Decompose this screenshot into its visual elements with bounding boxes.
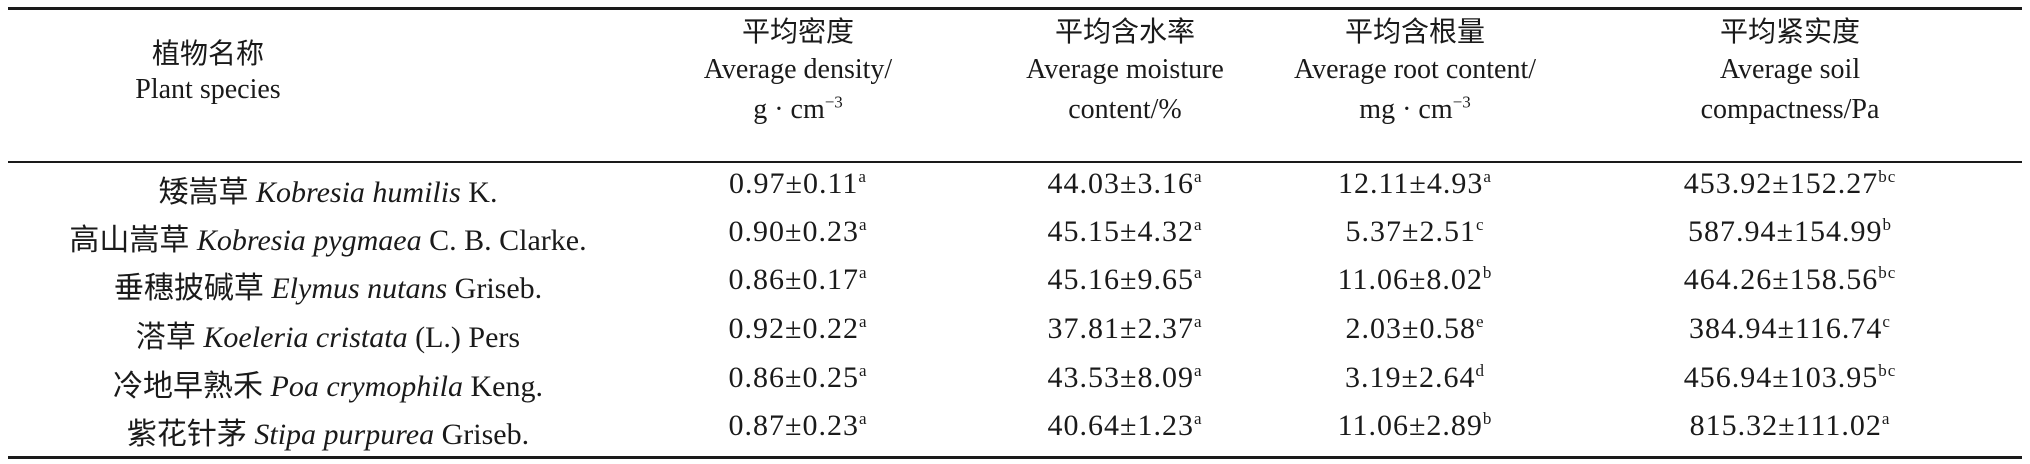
header-moisture-unit: content/% [1068, 94, 1182, 125]
species-latin: Kobresia humilis [256, 176, 461, 209]
header-compactness: 平均紧实度 Average soil compactness/Pa [1630, 10, 1950, 160]
density-cell: 0.90±0.23a [728, 215, 868, 248]
header-density-zh: 平均密度 [741, 17, 854, 48]
species-zh: 紫花针茅 [126, 418, 247, 451]
root-content-cell: 3.19±2.64d [1345, 361, 1485, 394]
species-author: Griseb. [454, 272, 543, 305]
species-zh: 矮嵩草 [158, 176, 249, 209]
header-density-unit: g · cm−3 [753, 92, 843, 125]
species-zh: 垂穗披碱草 [113, 272, 264, 305]
density-cell: 0.97±0.11a [729, 167, 867, 200]
moisture-cell: 43.53±8.09a [1047, 361, 1203, 394]
header-root-zh: 平均含根量 [1344, 17, 1485, 48]
table-row: 紫花针茅 Stipa purpurea Griseb. 0.87±0.23a 40.… [0, 405, 2030, 454]
species-latin: Stipa purpurea [254, 418, 435, 451]
table-header-rule [8, 161, 2022, 163]
table-row: 溚草 Koeleria cristata (L.) Pers 0.92±0.22a… [0, 308, 2030, 357]
species-cell: 垂穗披碱草 Elymus nutans Griseb. [8, 263, 648, 307]
species-latin: Koeleria cristata [203, 321, 408, 354]
table-row: 高山嵩草 Kobresia pygmaea C. B. Clarke. 0.90±… [0, 211, 2030, 260]
header-root-en: Average root content/ [1293, 54, 1537, 85]
table-row: 垂穗披碱草 Elymus nutans Griseb. 0.86±0.17a 45.… [0, 259, 2030, 308]
moisture-cell: 45.16±9.65a [1047, 263, 1203, 296]
header-moisture-zh: 平均含水率 [1054, 17, 1195, 48]
density-cell: 0.86±0.17a [728, 263, 868, 296]
root-content-cell: 11.06±2.89b [1337, 409, 1493, 442]
density-cell: 0.92±0.22a [728, 312, 868, 345]
species-author: (L.) Pers [415, 321, 521, 354]
header-plant-species-en: Plant species [135, 74, 281, 105]
root-content-cell: 5.37±2.51c [1345, 215, 1485, 248]
header-plant-species: 植物名称 Plant species [8, 10, 408, 160]
moisture-cell: 37.81±2.37a [1047, 312, 1203, 345]
species-author: Griseb. [441, 418, 530, 451]
compactness-cell: 456.94±103.95bc [1683, 361, 1897, 394]
moisture-cell: 45.15±4.32a [1047, 215, 1203, 248]
species-cell: 冷地早熟禾 Poa crymophila Keng. [8, 361, 648, 405]
species-author: K. [468, 176, 498, 209]
compactness-cell: 384.94±116.74c [1689, 312, 1891, 345]
header-compactness-zh: 平均紧实度 [1719, 17, 1860, 48]
compactness-cell: 587.94±154.99b [1688, 215, 1892, 248]
header-density: 平均密度 Average density/ g · cm−3 [668, 10, 928, 160]
moisture-cell: 44.03±3.16a [1047, 167, 1203, 200]
species-zh: 冷地早熟禾 [113, 370, 264, 403]
root-content-cell: 12.11±4.93a [1338, 167, 1492, 200]
header-compactness-en: Average soil [1719, 54, 1861, 85]
compactness-cell: 464.26±158.56bc [1683, 263, 1897, 296]
header-moisture: 平均含水率 Average moisture content/% [975, 10, 1275, 160]
compactness-cell: 815.32±111.02a [1689, 409, 1891, 442]
species-cell: 溚草 Koeleria cristata (L.) Pers [8, 312, 648, 356]
species-author: Keng. [470, 370, 543, 403]
header-root-content: 平均含根量 Average root content/ mg · cm−3 [1265, 10, 1565, 160]
species-zh: 高山嵩草 [69, 224, 190, 257]
header-compactness-unit: compactness/Pa [1700, 94, 1880, 125]
table-row: 矮嵩草 Kobresia humilis K. 0.97±0.11a 44.03±3… [0, 163, 2030, 212]
compactness-cell: 453.92±152.27bc [1683, 167, 1897, 200]
density-cell: 0.86±0.25a [728, 361, 868, 394]
header-root-unit: mg · cm−3 [1359, 92, 1471, 125]
species-cell: 矮嵩草 Kobresia humilis K. [8, 167, 648, 211]
species-latin: Kobresia pygmaea [196, 224, 422, 257]
root-content-cell: 2.03±0.58e [1345, 312, 1485, 345]
moisture-cell: 40.64±1.23a [1047, 409, 1203, 442]
species-author: C. B. Clarke. [429, 224, 587, 257]
table-top-rule [8, 7, 2022, 10]
species-cell: 紫花针茅 Stipa purpurea Griseb. [8, 409, 648, 453]
species-cell: 高山嵩草 Kobresia pygmaea C. B. Clarke. [8, 215, 648, 259]
header-moisture-en: Average moisture [1026, 54, 1224, 85]
species-zh: 溚草 [135, 321, 196, 354]
root-content-cell: 11.06±8.02b [1337, 263, 1493, 296]
table-row: 冷地早熟禾 Poa crymophila Keng. 0.86±0.25a 43.5… [0, 357, 2030, 406]
species-latin: Poa crymophila [270, 370, 463, 403]
header-density-en: Average density/ [703, 54, 893, 85]
header-plant-species-zh: 植物名称 [151, 39, 264, 70]
table-bottom-rule [8, 456, 2022, 459]
density-cell: 0.87±0.23a [728, 409, 868, 442]
species-latin: Elymus nutans [271, 272, 448, 305]
